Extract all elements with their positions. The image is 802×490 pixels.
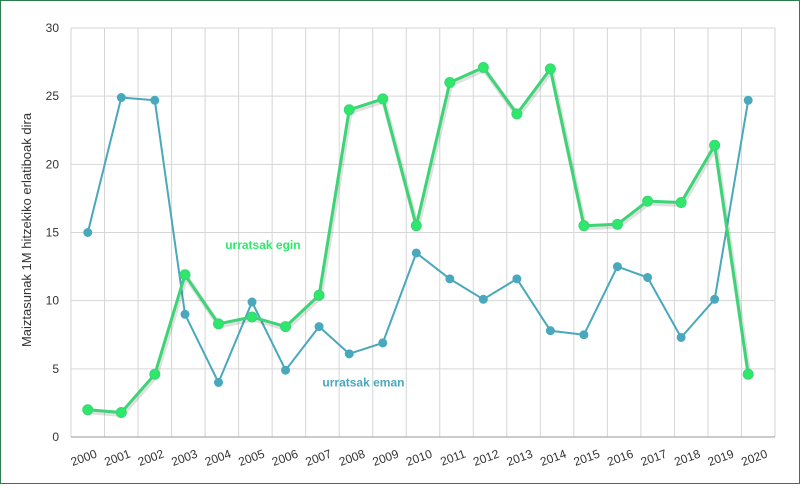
x-tick-label: 2003 (169, 447, 199, 469)
data-point (578, 220, 590, 232)
x-tick-label: 2012 (471, 447, 501, 469)
x-tick-label: 2008 (337, 447, 367, 469)
series-line-shadow (88, 67, 752, 417)
x-tick-label: 2000 (69, 447, 99, 469)
annotations: urratsak egin urratsak eman (225, 238, 404, 390)
y-axis-ticks: 0 5 10 15 20 25 30 (46, 21, 60, 444)
data-point (675, 197, 687, 209)
series-annotation: urratsak egin (225, 238, 300, 252)
data-point (116, 93, 126, 103)
x-tick-label: 2016 (605, 447, 635, 469)
x-tick-label: 2009 (371, 447, 401, 469)
data-point (180, 309, 190, 319)
data-point (281, 365, 291, 375)
x-tick-label: 2007 (304, 447, 334, 469)
data-point (411, 248, 421, 258)
y-axis-label: Maiztasunak 1M hitzekiko erlatiboak dira (19, 112, 34, 347)
series-line (87, 66, 750, 414)
grid (70, 27, 776, 438)
x-tick-label: 2014 (538, 447, 568, 469)
x-tick-label: 2005 (237, 447, 267, 469)
data-point (676, 332, 686, 342)
data-point (377, 93, 389, 105)
data-point (115, 406, 127, 418)
data-point (149, 368, 161, 380)
data-point (612, 262, 622, 272)
data-point (444, 77, 456, 89)
data-point (611, 218, 623, 230)
x-tick-label: 2017 (639, 447, 669, 469)
data-point (82, 404, 94, 416)
data-point (477, 62, 489, 74)
x-tick-label: 2020 (739, 447, 769, 469)
x-axis-ticks: 2000 2001 2002 2003 2004 2005 2006 2007 2008 2009… (69, 447, 770, 469)
data-point (710, 294, 720, 304)
y-tick-label: 15 (46, 226, 60, 240)
y-tick-label: 20 (46, 157, 60, 171)
data-point (213, 318, 225, 330)
x-tick-label: 2013 (505, 447, 535, 469)
data-point (642, 195, 654, 207)
series-eman (83, 93, 753, 387)
data-point (445, 274, 455, 284)
y-tick-label: 30 (46, 21, 60, 35)
x-tick-label: 2011 (439, 447, 468, 469)
data-point (410, 220, 422, 232)
series-annotation: urratsak eman (322, 376, 404, 390)
series-egin (82, 62, 754, 418)
data-point (214, 377, 224, 387)
data-point (545, 326, 555, 336)
data-point (344, 349, 354, 359)
data-point (512, 274, 522, 284)
x-tick-label: 2002 (136, 447, 166, 469)
x-tick-label: 2004 (203, 447, 233, 469)
y-tick-label: 5 (52, 362, 59, 376)
data-point (544, 63, 556, 75)
data-point (511, 108, 523, 120)
x-tick-label: 2001 (102, 447, 132, 469)
y-tick-label: 10 (46, 294, 60, 308)
data-point (743, 95, 753, 105)
data-point (378, 338, 388, 348)
series-layer (82, 62, 754, 418)
data-point (179, 269, 191, 281)
x-tick-label: 2015 (572, 447, 602, 469)
data-point (742, 368, 754, 380)
y-tick-label: 25 (46, 89, 60, 103)
series-line (86, 96, 750, 384)
y-tick-label: 0 (52, 430, 59, 444)
data-point (247, 297, 257, 307)
data-point (83, 228, 93, 237)
x-tick-label: 2019 (706, 447, 736, 469)
data-point (579, 330, 589, 340)
x-tick-label: 2010 (404, 447, 434, 469)
x-tick-label: 2006 (270, 447, 300, 469)
data-point (314, 322, 324, 332)
data-point (478, 294, 488, 304)
data-point (313, 289, 325, 301)
x-tick-label: 2018 (672, 447, 702, 469)
data-point (246, 311, 258, 323)
data-point (709, 139, 721, 151)
data-point (643, 272, 653, 282)
data-point (150, 95, 160, 105)
data-point (343, 104, 355, 116)
data-point (280, 321, 292, 333)
